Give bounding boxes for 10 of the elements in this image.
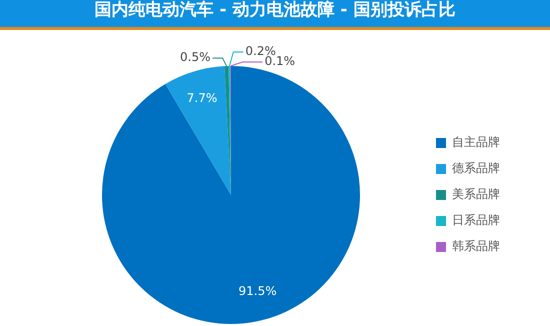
legend-label: 韩系品牌	[452, 239, 500, 254]
legend-label: 日系品牌	[452, 213, 500, 228]
chart-title: 国内纯电动汽车 - 动力电池故障 - 国别投诉占比	[0, 0, 550, 30]
legend-label: 美系品牌	[452, 187, 500, 202]
legend-label: 德系品牌	[452, 161, 500, 176]
data-label: 91.5%	[238, 284, 277, 298]
data-label: 0.1%	[264, 54, 296, 68]
data-label: 7.7%	[186, 90, 218, 105]
legend-label: 自主品牌	[452, 135, 500, 150]
data-label: 0.5%	[180, 50, 211, 64]
